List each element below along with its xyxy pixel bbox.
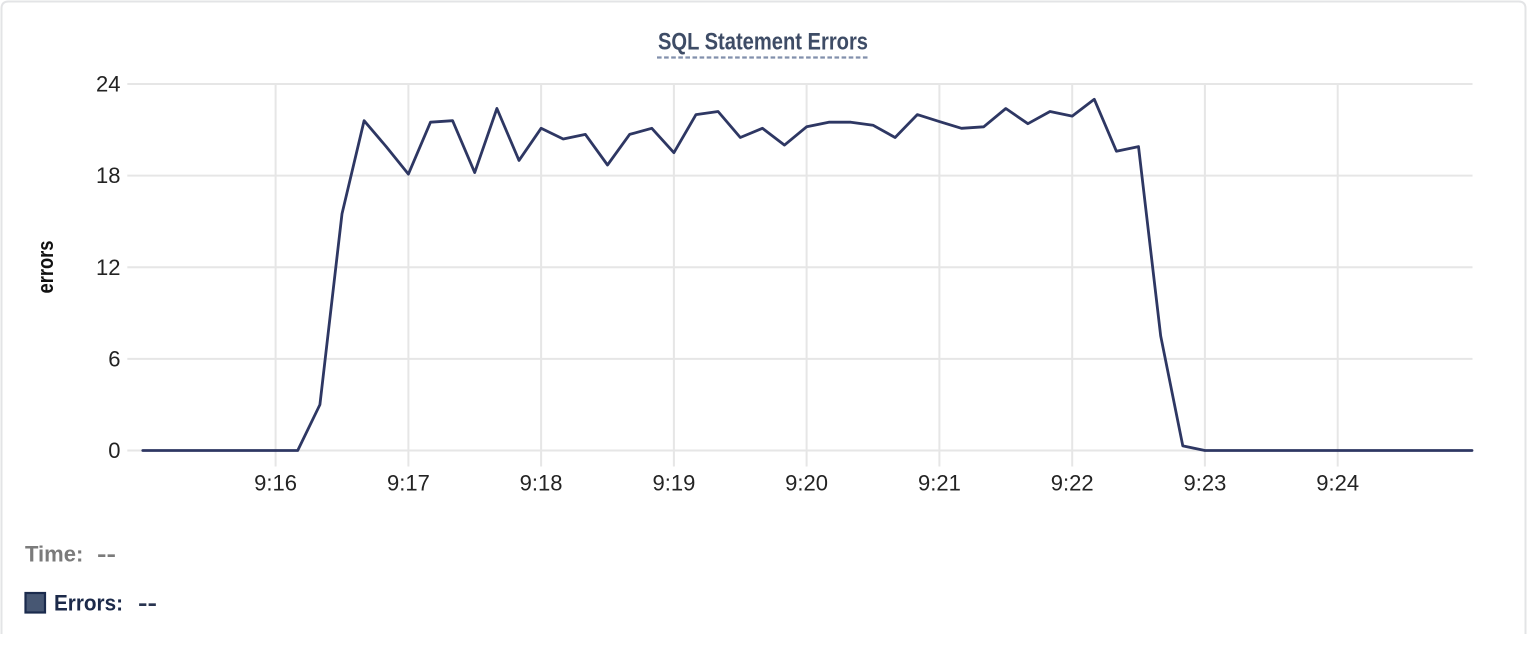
svg-text:24: 24 [96, 72, 120, 97]
svg-text:9:17: 9:17 [387, 471, 430, 496]
svg-text:9:18: 9:18 [520, 471, 563, 496]
svg-text:12: 12 [96, 255, 120, 280]
svg-text:6: 6 [108, 346, 120, 371]
svg-text:9:21: 9:21 [918, 471, 961, 496]
svg-text:9:24: 9:24 [1316, 471, 1359, 496]
svg-text:--: -- [97, 542, 116, 567]
svg-text:errors: errors [33, 241, 58, 294]
svg-text:9:20: 9:20 [785, 471, 828, 496]
svg-text:0: 0 [108, 438, 120, 463]
svg-text:--: -- [138, 591, 157, 616]
svg-text:Errors:: Errors: [54, 591, 123, 616]
svg-text:9:22: 9:22 [1051, 471, 1094, 496]
svg-text:9:23: 9:23 [1183, 471, 1226, 496]
svg-text:18: 18 [96, 163, 120, 188]
svg-text:SQL Statement Errors: SQL Statement Errors [658, 29, 868, 56]
svg-text:9:16: 9:16 [254, 471, 297, 496]
svg-text:Time:: Time: [25, 542, 83, 567]
svg-text:9:19: 9:19 [652, 471, 695, 496]
